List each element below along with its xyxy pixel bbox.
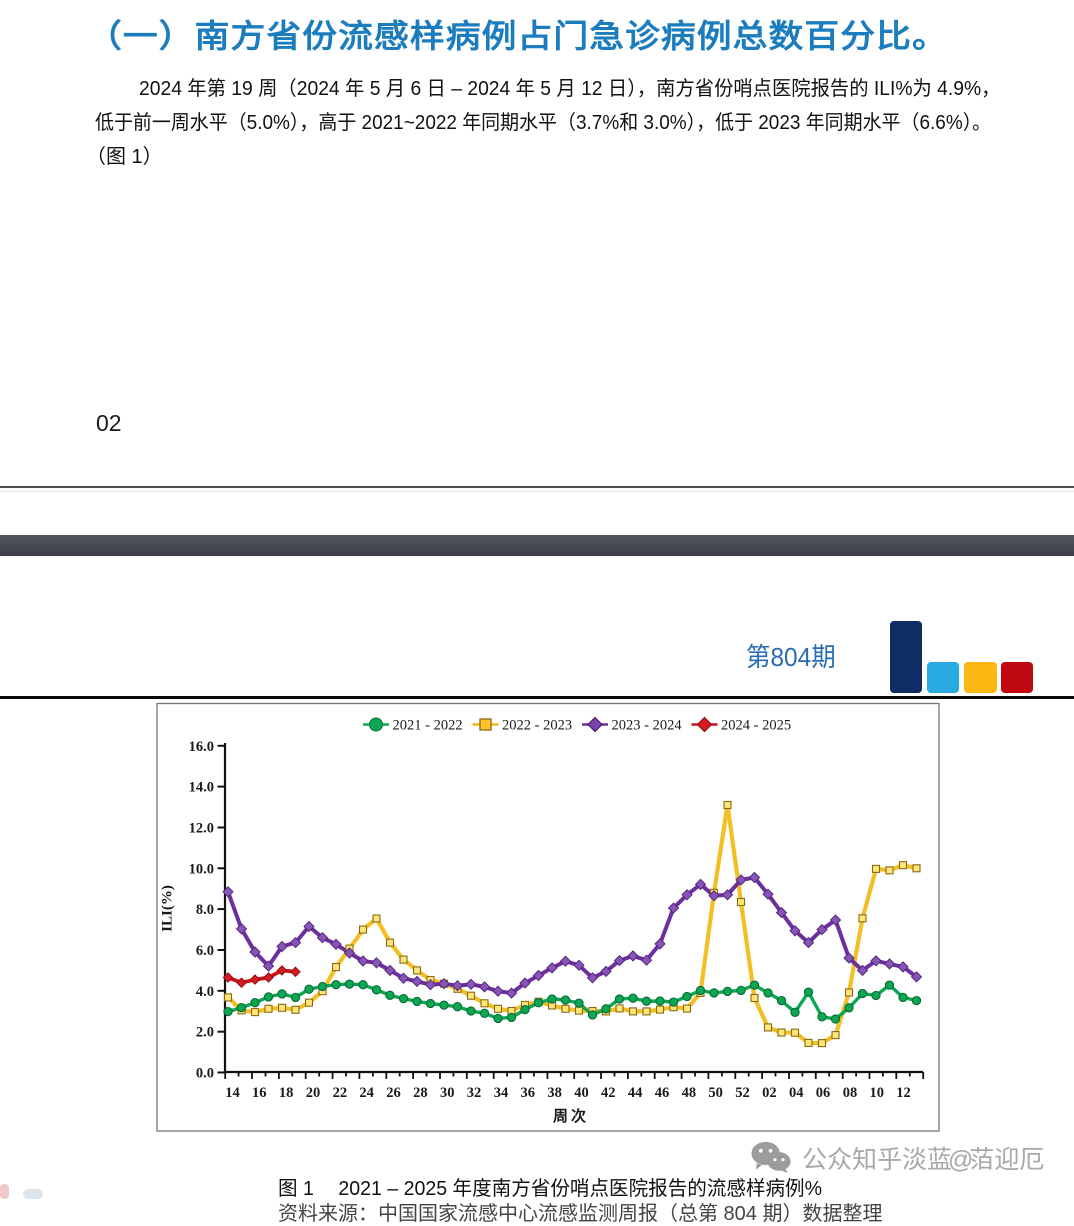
svg-text:50: 50 (708, 1085, 723, 1101)
svg-text:42: 42 (601, 1085, 616, 1101)
svg-text:08: 08 (843, 1085, 858, 1101)
svg-text:10: 10 (870, 1085, 885, 1101)
svg-text:14: 14 (225, 1085, 240, 1101)
svg-text:20: 20 (306, 1085, 321, 1101)
svg-text:26: 26 (386, 1085, 401, 1101)
svg-text:2023 - 2024: 2023 - 2024 (612, 718, 683, 734)
svg-text:8.0: 8.0 (196, 902, 214, 918)
svg-text:40: 40 (574, 1085, 589, 1101)
svg-text:14.0: 14.0 (189, 780, 214, 796)
svg-text:22: 22 (333, 1085, 348, 1101)
svg-text:2.0: 2.0 (196, 1025, 214, 1041)
svg-text:06: 06 (816, 1085, 831, 1101)
svg-text:44: 44 (628, 1085, 643, 1101)
svg-text:16.0: 16.0 (189, 739, 214, 755)
svg-text:34: 34 (494, 1085, 509, 1101)
svg-text:38: 38 (547, 1085, 562, 1101)
svg-text:18: 18 (279, 1085, 294, 1101)
svg-text:46: 46 (655, 1085, 670, 1101)
svg-text:28: 28 (413, 1085, 428, 1101)
svg-text:2024 - 2025: 2024 - 2025 (721, 718, 791, 734)
svg-text:2021 - 2022: 2021 - 2022 (393, 718, 463, 734)
svg-text:6.0: 6.0 (196, 943, 214, 959)
svg-text:12: 12 (896, 1085, 911, 1101)
svg-text:24: 24 (359, 1085, 374, 1101)
svg-text:ILI(%): ILI(%) (160, 885, 176, 932)
svg-text:30: 30 (440, 1085, 455, 1101)
svg-text:02: 02 (762, 1085, 777, 1101)
svg-text:2022 - 2023: 2022 - 2023 (502, 718, 572, 734)
svg-text:12.0: 12.0 (189, 821, 214, 837)
svg-text:10.0: 10.0 (189, 861, 214, 877)
svg-text:4.0: 4.0 (196, 984, 214, 1000)
svg-text:52: 52 (735, 1085, 750, 1101)
svg-text:周次: 周次 (553, 1107, 589, 1125)
svg-text:32: 32 (467, 1085, 482, 1101)
svg-text:16: 16 (252, 1085, 267, 1101)
svg-text:04: 04 (789, 1085, 804, 1101)
svg-text:0.0: 0.0 (196, 1066, 214, 1082)
svg-text:48: 48 (682, 1085, 697, 1101)
svg-text:36: 36 (521, 1085, 536, 1101)
